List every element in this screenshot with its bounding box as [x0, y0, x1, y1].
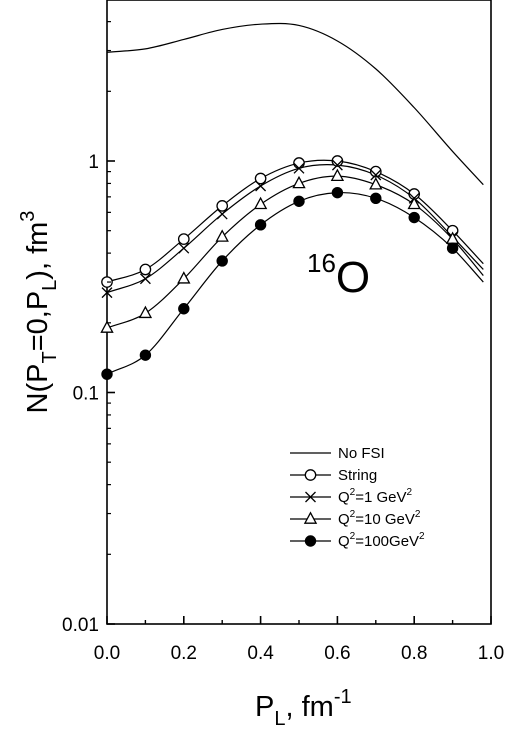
- legend: No FSI String Q2=1 GeV2 Q2=10 GeV2 Q2=100GeV…: [290, 445, 425, 550]
- x-axis-title: PL, fm-1: [255, 686, 352, 730]
- y-tick-label-2: 1: [88, 152, 99, 173]
- data-point-s2-1: [139, 273, 151, 285]
- data-point-s2-5: [293, 162, 305, 174]
- tick-layer: 0.0 0.2 0.4 0.6 0.8 1.0 0.01 0.1 1: [62, 21, 504, 664]
- data-point-s4-2: [178, 303, 190, 315]
- x-tick-label-0: 0.0: [94, 643, 120, 664]
- legend-label-2: Q2=1 GeV2: [338, 487, 413, 506]
- legend-label-0: No FSI: [338, 445, 385, 462]
- data-point-s4-9: [446, 242, 459, 254]
- legend-label-4: Q2=100GeV2: [338, 531, 425, 550]
- y-tick-label-0: 0.01: [62, 615, 99, 636]
- data-point-s3-1: [138, 305, 153, 319]
- series-line-4: [107, 191, 484, 375]
- legend-marker-2: [305, 491, 316, 503]
- data-point-s4-0: [101, 368, 113, 380]
- data-point-s2-7: [370, 169, 382, 181]
- series-line-0: [107, 22, 484, 186]
- data-point-s1-4: [254, 172, 267, 185]
- data-point-s3-0: [100, 320, 114, 333]
- legend-marker-3: [303, 511, 318, 524]
- data-point-s2-0: [101, 287, 113, 299]
- data-point-s3-4: [253, 196, 268, 210]
- legend-label-1: String: [338, 467, 377, 484]
- plot-area: [106, 0, 492, 625]
- legend-marker-4: [304, 535, 317, 547]
- data-point-s4-6: [331, 186, 344, 199]
- plot-frame: [106, 0, 492, 625]
- data-point-s3-8: [407, 196, 421, 210]
- data-point-s4-1: [139, 349, 152, 361]
- x-tick-label-2: 0.4: [247, 643, 274, 664]
- data-point-s2-2: [178, 242, 190, 254]
- data-point-s1-3: [216, 200, 229, 212]
- y-tick-label-1: 0.1: [73, 384, 99, 405]
- data-point-s1-7: [369, 165, 382, 178]
- data-point-s3-2: [177, 271, 191, 284]
- series-line-1: [107, 159, 484, 283]
- data-point-s1-2: [177, 233, 190, 245]
- data-point-s2-3: [216, 208, 228, 220]
- data-point-s4-4: [254, 219, 267, 231]
- x-tick-label-3: 0.6: [324, 643, 350, 664]
- data-point-s4-3: [216, 255, 228, 267]
- x-tick-label-1: 0.2: [171, 643, 197, 664]
- data-point-s3-6: [330, 168, 345, 182]
- data-point-s2-4: [255, 180, 267, 192]
- legend-label-3: Q2=10 GeV2: [338, 509, 421, 528]
- data-point-s3-7: [369, 177, 383, 190]
- data-point-s1-6: [331, 155, 344, 167]
- data-point-s3-5: [292, 175, 306, 189]
- data-point-s4-7: [370, 192, 382, 205]
- data-point-s4-5: [293, 195, 305, 207]
- x-tick-label-5: 1.0: [478, 643, 504, 664]
- legend-marker-1: [304, 469, 317, 481]
- nucleus-annotation: 16O: [307, 248, 370, 302]
- data-point-s4-8: [408, 211, 420, 224]
- data-point-s3-3: [215, 229, 229, 242]
- data-point-s1-1: [139, 263, 152, 276]
- data-point-s2-6: [331, 159, 343, 171]
- x-tick-label-4: 0.8: [401, 643, 427, 664]
- data-point-s1-5: [293, 157, 305, 169]
- y-axis-title: N(PT=0,PL), fm3: [17, 211, 61, 414]
